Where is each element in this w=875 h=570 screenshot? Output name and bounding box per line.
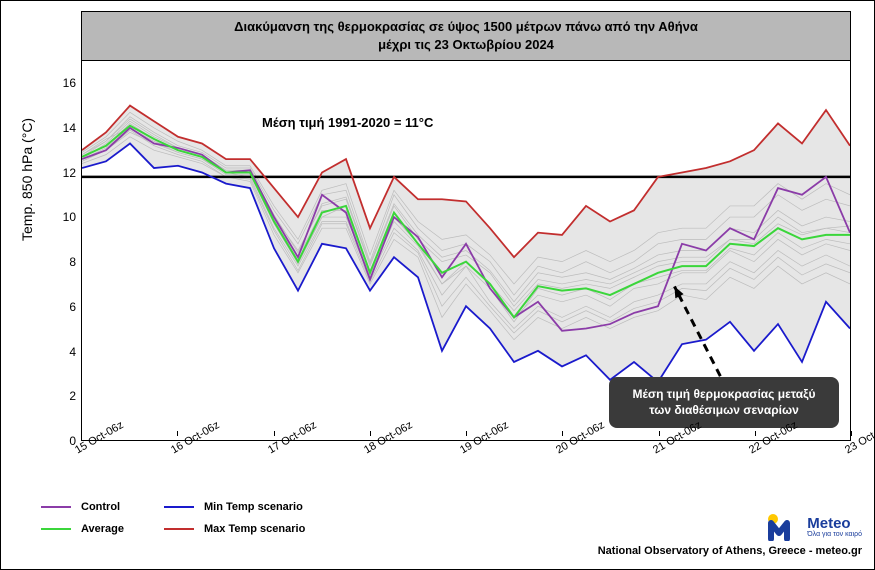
legend-item-max: Max Temp scenario	[164, 523, 305, 535]
legend-label: Control	[81, 501, 120, 513]
legend-label: Average	[81, 523, 124, 535]
legend-label: Max Temp scenario	[204, 523, 305, 535]
y-tick: 14	[63, 121, 76, 135]
y-tick: 2	[69, 389, 76, 403]
y-tick: 16	[63, 76, 76, 90]
meteo-m-icon	[767, 513, 801, 541]
chart-title-line2: μέχρι τις 23 Οκτωβρίου 2024	[378, 36, 554, 54]
y-tick: 4	[69, 345, 76, 359]
plot-area: Μέση τιμή 1991-2020 = 11°C Μέση τιμή θερ…	[81, 61, 851, 441]
legend-item-control: Control	[41, 501, 124, 513]
legend-item-average: Average	[41, 523, 124, 535]
legend: Control Min Temp scenario Average Max Temp …	[41, 501, 305, 535]
legend-swatch	[41, 528, 71, 530]
legend-swatch	[164, 506, 194, 508]
y-tick: 10	[63, 210, 76, 224]
mean-line-label: Μέση τιμή 1991-2020 = 11°C	[262, 115, 433, 130]
y-tick: 12	[63, 166, 76, 180]
attribution: Meteo Όλα για τον καιρό National Observa…	[598, 513, 862, 557]
chart-container: Διακύμανση της θερμοκρασίας σε ύψος 1500…	[81, 11, 851, 441]
chart-title-box: Διακύμανση της θερμοκρασίας σε ύψος 1500…	[81, 11, 851, 61]
brand-logo: Meteo Όλα για τον καιρό	[598, 513, 862, 541]
legend-item-min: Min Temp scenario	[164, 501, 305, 513]
legend-swatch	[41, 506, 71, 508]
y-tick: 6	[69, 300, 76, 314]
y-axis-label: Temp. 850 hPa (°C)	[19, 118, 35, 241]
annotation-line1: Μέση τιμή θερμοκρασίας μεταξύ	[623, 387, 825, 403]
brand-tagline: Όλα για τον καιρό	[807, 531, 862, 538]
annotation-box: Μέση τιμή θερμοκρασίας μεταξύ των διαθέσ…	[609, 377, 839, 428]
attribution-line: National Observatory of Athens, Greece -…	[598, 545, 862, 557]
brand-name: Meteo	[807, 516, 862, 531]
annotation-line2: των διαθέσιμων σεναρίων	[623, 403, 825, 419]
chart-title-line1: Διακύμανση της θερμοκρασίας σε ύψος 1500…	[234, 18, 698, 36]
y-tick: 8	[69, 255, 76, 269]
legend-swatch	[164, 528, 194, 530]
legend-label: Min Temp scenario	[204, 501, 303, 513]
